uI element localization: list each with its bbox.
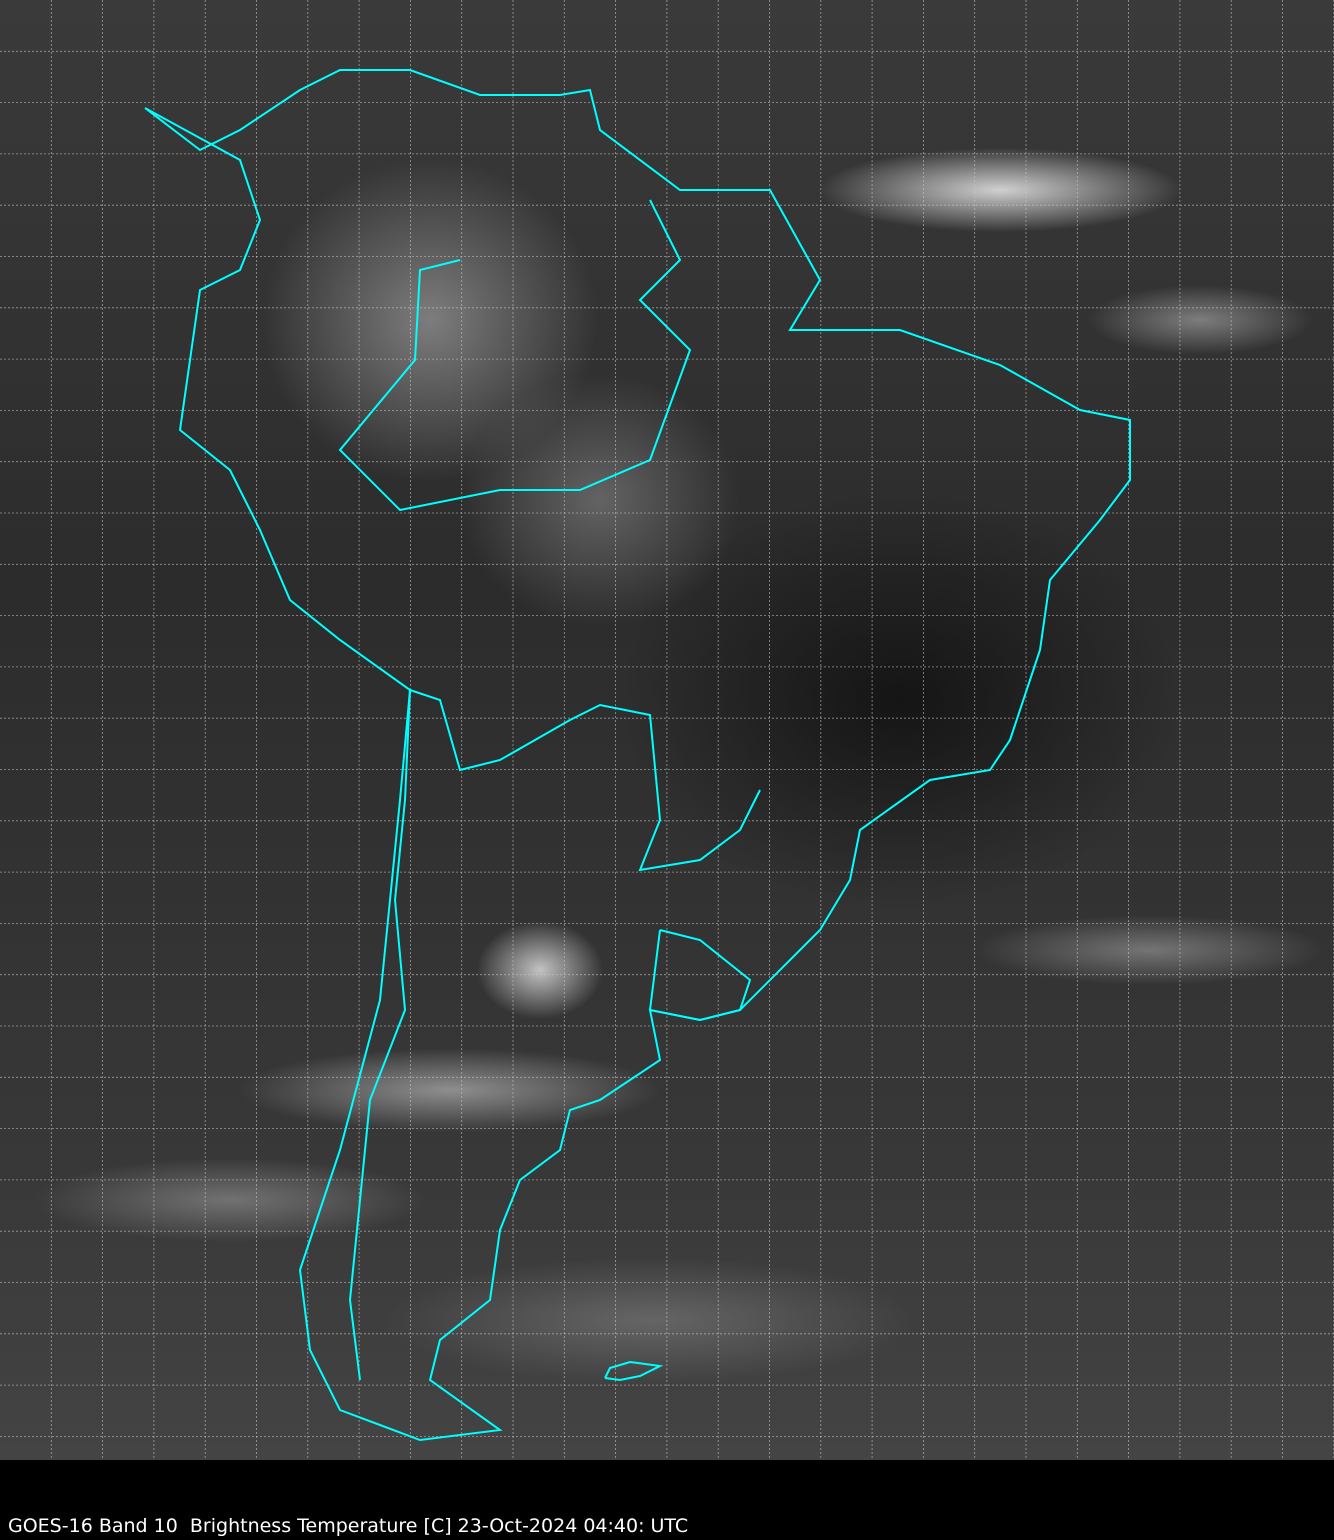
country-borders [144,69,1131,1442]
border-brazil [338,199,692,512]
border-uruguay [648,929,752,1022]
border-argentina-chile [348,689,411,1381]
image-caption: GOES-16 Band 10 Brightness Temperature [… [8,1515,689,1537]
south-america-coastline [144,69,1131,1442]
border-bolivia-paraguay [409,689,761,872]
border-falklands [604,1360,664,1382]
lat-lon-grid [0,0,1334,1460]
